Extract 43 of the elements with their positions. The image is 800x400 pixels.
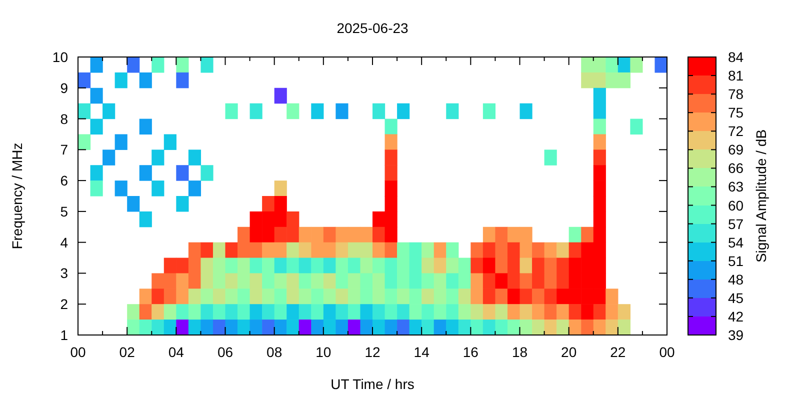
color-bar-label: 48 [728, 271, 744, 288]
color-bar-label: 60 [728, 197, 744, 214]
y-tick-label: 2 [60, 296, 68, 312]
y-tick-label: 5 [60, 203, 68, 220]
x-tick-label: 04 [168, 344, 184, 360]
color-bar-label: 66 [728, 160, 744, 176]
y-tick-label: 6 [60, 172, 68, 189]
y-tick-label: 10 [52, 49, 68, 65]
y-tick-label: 8 [60, 110, 68, 127]
x-tick-label: 08 [266, 344, 282, 360]
x-tick-label: 00 [70, 344, 86, 360]
y-tick-label: 4 [60, 234, 68, 250]
x-tick-label: 16 [462, 344, 479, 360]
x-axis-title: UT Time / hrs [330, 376, 414, 392]
color-bar-label: 84 [728, 49, 744, 65]
color-bar-label: 51 [728, 252, 744, 269]
color-bar-title: Signal Amplitude / dB [753, 129, 769, 263]
color-bar-label: 72 [728, 123, 744, 140]
x-tick-label: 18 [512, 344, 528, 360]
x-tick-label: 22 [610, 344, 626, 360]
x-tick-label: 10 [316, 344, 332, 360]
color-bar-label: 81 [728, 68, 744, 84]
color-bar-label: 45 [728, 290, 744, 306]
chart-title: 2025-06-23 [336, 20, 409, 36]
color-bar-label: 69 [728, 142, 744, 158]
x-tick-label: 12 [364, 344, 380, 360]
y-tick-label: 1 [60, 327, 68, 343]
x-tick-label: 20 [561, 344, 577, 360]
x-tick-label: 06 [217, 344, 234, 360]
color-bar-label: 75 [728, 104, 744, 121]
x-tick-label: 14 [414, 344, 430, 360]
color-bar-label: 78 [728, 86, 744, 102]
color-bar-label: 63 [728, 178, 744, 195]
color-bar-label: 54 [728, 234, 744, 250]
x-tick-label: 02 [119, 344, 136, 360]
y-tick-label: 3 [60, 265, 68, 282]
color-bar-label: 42 [728, 308, 744, 324]
y-tick-label: 7 [60, 142, 68, 158]
y-axis-title: Frequency / MHz [9, 142, 25, 250]
x-tick-label: 00 [659, 344, 675, 360]
color-bar-label: 57 [728, 216, 744, 232]
y-tick-label: 9 [60, 80, 68, 96]
color-bar-label: 39 [728, 327, 744, 343]
